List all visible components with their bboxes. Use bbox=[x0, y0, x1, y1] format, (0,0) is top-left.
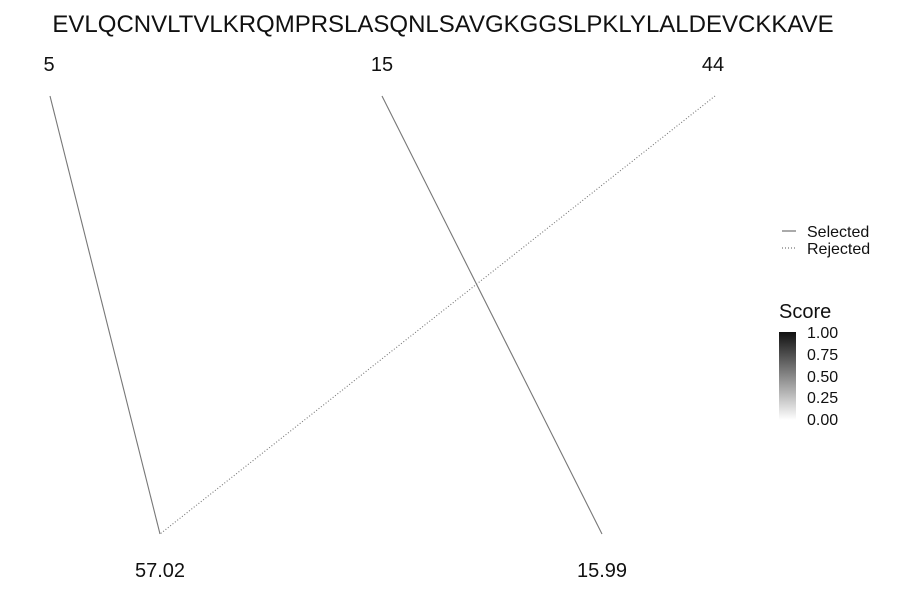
link-5-to-57-02 bbox=[49, 95, 161, 535]
colorbar-gradient bbox=[779, 332, 796, 420]
legend-label-rejected: Rejected bbox=[807, 241, 870, 258]
colorbar-tick-1-00: 1.00 bbox=[807, 325, 838, 342]
linetype-legend: Selected Rejected bbox=[782, 224, 870, 258]
legend-label-selected: Selected bbox=[807, 224, 869, 241]
colorbar-tick-0-00: 0.00 bbox=[807, 412, 838, 429]
score-colorbar: Score 1.00 0.75 0.50 0.25 0.00 bbox=[779, 301, 838, 429]
bottom-label-57-02: 57.02 bbox=[135, 560, 185, 582]
links-layer bbox=[49, 95, 716, 535]
link-44-to-57-02 bbox=[159, 95, 716, 535]
colorbar-tick-0-25: 0.25 bbox=[807, 390, 838, 407]
top-label-44: 44 bbox=[702, 54, 724, 76]
sequence-title: EVLQCNVLTVLKRQMPRSLASQNLSAVGKGGSLPKLYLAL… bbox=[52, 11, 833, 38]
colorbar-tick-0-75: 0.75 bbox=[807, 347, 838, 364]
link-15-to-15-99 bbox=[381, 95, 603, 535]
top-label-5: 5 bbox=[43, 54, 54, 76]
colorbar-tick-0-50: 0.50 bbox=[807, 369, 838, 386]
colorbar-title: Score bbox=[779, 301, 831, 323]
top-label-15: 15 bbox=[371, 54, 393, 76]
bottom-label-15-99: 15.99 bbox=[577, 560, 627, 582]
